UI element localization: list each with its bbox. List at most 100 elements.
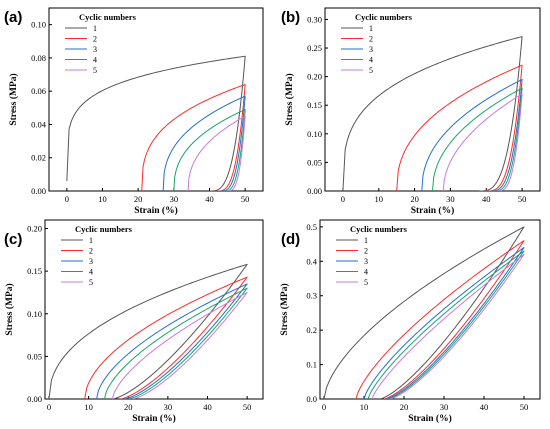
y-tick-label: 0.10 [307, 129, 322, 139]
y-tick-label: 0.15 [27, 266, 42, 276]
plot-frame [44, 219, 264, 400]
x-tick-label: 20 [134, 194, 143, 204]
y-tick-label: 0.15 [307, 100, 322, 110]
y-tick-label: 0.10 [31, 20, 46, 30]
legend-label: 1 [93, 24, 97, 33]
series-line-1 [66, 55, 246, 191]
plot-frame [324, 7, 541, 192]
x-tick-label: 0 [322, 402, 326, 412]
y-tick-label: 0.05 [27, 351, 42, 361]
series-line-3 [162, 95, 246, 191]
series-line-1 [342, 36, 523, 191]
y-axis-title: Stress (MPa) [8, 73, 19, 125]
plot-frame [48, 7, 264, 192]
x-tick-label: 30 [440, 402, 449, 412]
y-tick-label: 0.04 [31, 119, 47, 129]
y-tick-label: 0.05 [307, 157, 322, 167]
y-tick-label: 0.4 [306, 256, 317, 266]
y-tick-label: 0.00 [27, 394, 42, 404]
legend-label: 2 [93, 35, 97, 44]
legend: Cyclic numbers 1 23 45 [336, 224, 408, 287]
legend-label: 3 [369, 45, 373, 54]
series-line-3 [96, 283, 248, 399]
y-tick-label: 0.00 [307, 186, 322, 196]
series-line-1 [323, 226, 525, 399]
y-tick-label: 0.00 [31, 186, 46, 196]
plot-frame [319, 219, 541, 400]
x-axis-title: Strain (%) [134, 205, 178, 216]
x-axis-title: Strain (%) [408, 413, 452, 424]
y-tick-label: 0.5 [306, 222, 317, 232]
series-line-5 [442, 93, 523, 191]
y-axis-title: Stress (MPa) [284, 73, 295, 125]
y-tick-label: 0.0 [306, 394, 317, 404]
series-line-4 [367, 250, 525, 399]
x-axis-title: Strain (%) [132, 413, 176, 424]
legend: Cyclic numbers 1 23 45 [61, 224, 133, 287]
x-tick-label: 50 [241, 194, 250, 204]
legend-label: 4 [93, 56, 97, 65]
panel-label: (d) [281, 231, 300, 248]
x-tick-label: 30 [164, 402, 173, 412]
legend-label: 4 [364, 268, 368, 277]
y-tick-label: 0.25 [307, 43, 322, 53]
legend-label: 5 [93, 66, 97, 75]
y-tick-label: 0.30 [307, 14, 322, 24]
panel-4: (d) 0 10 20 30 40 50 0.0 0.1 0.2 0.3 0.4 0.5 Strain (… [279, 219, 541, 424]
series-line-5 [371, 253, 525, 399]
x-tick-label: 30 [446, 194, 455, 204]
legend: Cyclic numbers 1 23 45 [341, 12, 413, 75]
x-tick-label: 0 [341, 194, 345, 204]
panel-3: (c) 0 10 20 30 40 50 0.00 0.05 0.10 0.15 0.20 Strain… [4, 219, 264, 424]
x-tick-label: 30 [170, 194, 179, 204]
legend-label: 2 [89, 247, 93, 256]
x-axis-title: Strain (%) [411, 205, 455, 216]
series-line-2 [355, 240, 525, 399]
x-tick-label: 0 [47, 402, 51, 412]
series-line-1 [48, 263, 248, 399]
legend-title: Cyclic numbers [79, 12, 137, 22]
series-line-5 [111, 291, 248, 399]
x-tick-label: 10 [360, 402, 369, 412]
x-tick-label: 10 [375, 194, 384, 204]
legend-label: 1 [364, 236, 368, 245]
x-tick-label: 20 [124, 402, 133, 412]
x-tick-label: 0 [65, 194, 69, 204]
x-tick-label: 40 [203, 402, 212, 412]
legend-label: 3 [93, 45, 97, 54]
curves [48, 263, 248, 399]
legend-label: 5 [364, 278, 368, 287]
x-tick-label: 40 [480, 402, 489, 412]
y-axis-title: Stress (MPa) [279, 283, 290, 335]
y-tick-label: 0.10 [27, 309, 42, 319]
legend-label: 1 [369, 24, 373, 33]
legend-title: Cyclic numbers [75, 224, 133, 234]
y-tick-label: 0.3 [306, 291, 317, 301]
legend-title: Cyclic numbers [355, 12, 413, 22]
x-tick-label: 50 [520, 402, 529, 412]
x-tick-label: 40 [482, 194, 491, 204]
panel-2: (b) 0 10 20 30 40 50 0.00 0.05 0.10 0.15 0.20 0.25 0.… [281, 7, 541, 216]
legend-title: Cyclic numbers [350, 224, 408, 234]
panel-label: (c) [4, 231, 22, 248]
x-tick-label: 50 [243, 402, 252, 412]
series-line-4 [173, 108, 246, 191]
y-tick-label: 0.20 [27, 224, 42, 234]
legend-label: 4 [369, 56, 373, 65]
legend-label: 3 [364, 257, 368, 266]
series-line-4 [432, 87, 523, 191]
legend-label: 2 [369, 35, 373, 44]
y-tick-label: 0.08 [31, 53, 46, 63]
y-tick-label: 0.1 [306, 360, 317, 370]
panel-label: (b) [281, 9, 300, 26]
y-tick-label: 0.2 [306, 325, 317, 335]
legend: Cyclic numbers 1 23 45 [65, 12, 137, 75]
x-tick-label: 50 [518, 194, 527, 204]
series-line-2 [84, 276, 248, 399]
series-line-2 [396, 64, 523, 191]
panel-1: (a) 0 10 20 30 40 50 0.00 0.02 0.04 0.06 0.08 0.10 St… [4, 7, 264, 216]
series-line-3 [363, 247, 525, 399]
series-line-3 [421, 78, 523, 191]
legend-label: 4 [89, 268, 93, 277]
